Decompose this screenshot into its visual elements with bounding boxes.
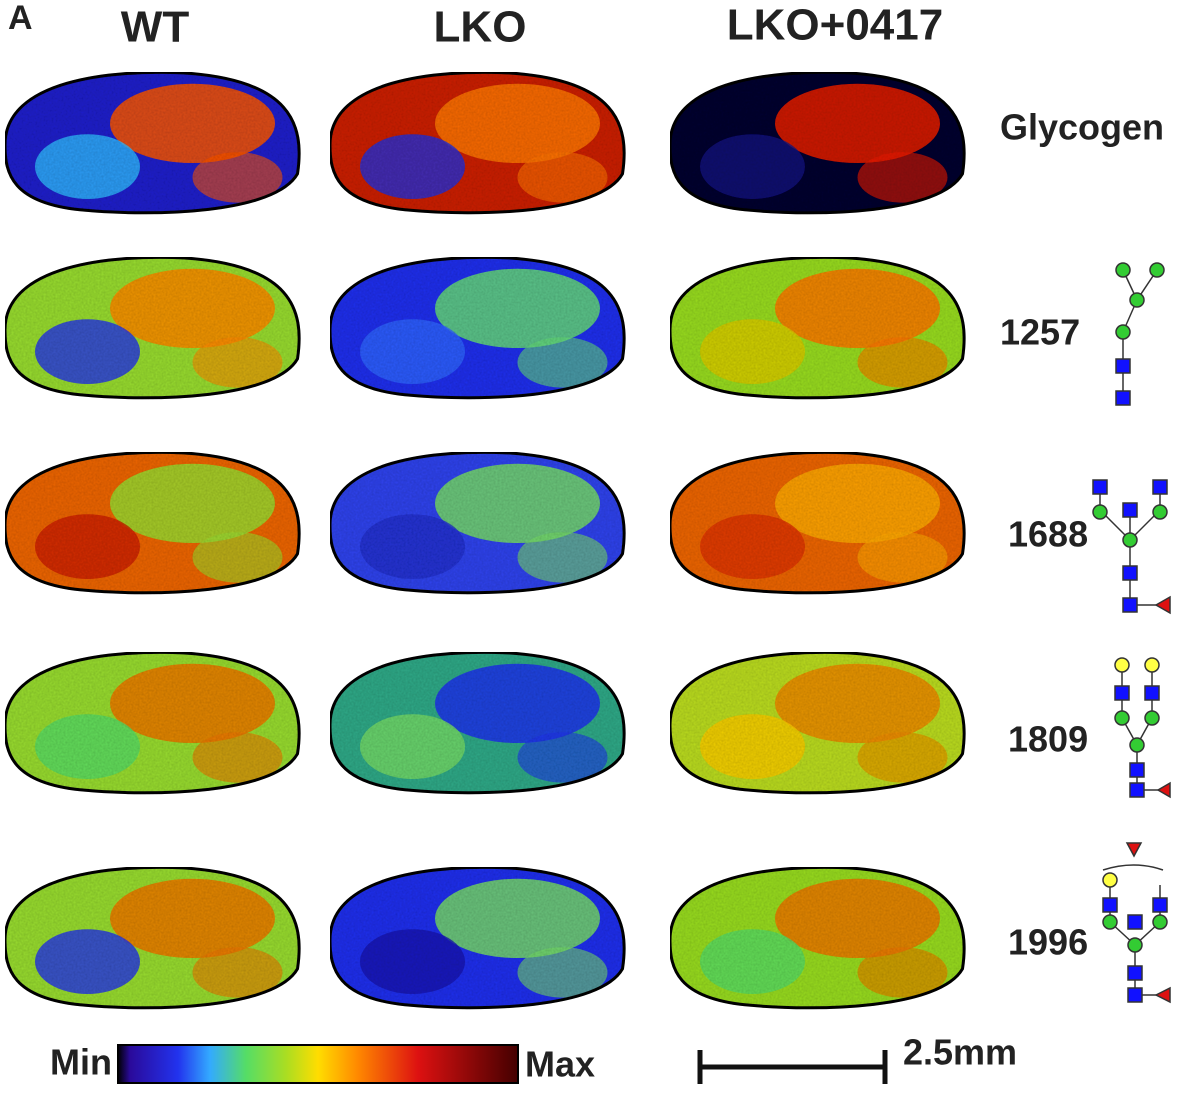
glycan-1257 <box>1115 262 1165 406</box>
row-label: 1809 <box>1008 719 1088 760</box>
scale-bar-label: 2.5mm <box>903 1032 1017 1073</box>
row-label: 1688 <box>1008 514 1088 555</box>
tissue-fill <box>670 653 965 793</box>
tissue-section <box>328 865 626 1010</box>
tissue-fill <box>330 73 625 213</box>
tissue-section <box>668 70 966 215</box>
tissue-section <box>328 255 626 400</box>
tissue-fill <box>670 453 965 593</box>
tissue-fill <box>5 258 300 398</box>
tissue-fill <box>330 453 625 593</box>
tissue-fill <box>5 453 300 593</box>
tissue-section <box>3 255 301 400</box>
tissue-fill <box>5 653 300 793</box>
column-header: LKO <box>434 3 527 52</box>
tissue-section <box>328 70 626 215</box>
tissue-fill <box>5 868 300 1008</box>
tissue-section <box>3 865 301 1010</box>
tissue-section <box>668 650 966 795</box>
colorbar-max-label: Max <box>525 1044 595 1085</box>
tissue-section <box>328 650 626 795</box>
glycan-1688 <box>1092 479 1171 615</box>
row-label: 1996 <box>1008 922 1088 963</box>
scale-bar <box>697 1050 888 1084</box>
tissue-fill <box>670 73 965 213</box>
tissue-images <box>3 70 966 1010</box>
colorbar-min-label: Min <box>50 1042 112 1083</box>
column-header: LKO+0417 <box>727 1 943 50</box>
glycan-1809 <box>1114 657 1171 799</box>
tissue-section <box>3 450 301 595</box>
tissue-section <box>668 255 966 400</box>
tissue-fill <box>670 258 965 398</box>
glycan-1996 <box>1102 842 1171 1004</box>
column-header: WT <box>121 3 190 52</box>
row-label: Glycogen <box>1000 107 1164 148</box>
tissue-section <box>668 865 966 1010</box>
tissue-fill <box>670 868 965 1008</box>
tissue-fill <box>330 653 625 793</box>
tissue-section <box>328 450 626 595</box>
tissue-section <box>3 650 301 795</box>
tissue-fill <box>330 258 625 398</box>
panel-label: A <box>8 0 33 37</box>
tissue-section <box>3 70 301 215</box>
colorbar <box>117 1044 519 1084</box>
tissue-fill <box>330 868 625 1008</box>
tissue-section <box>668 450 966 595</box>
tissue-fill <box>5 73 300 213</box>
row-label: 1257 <box>1000 312 1080 353</box>
